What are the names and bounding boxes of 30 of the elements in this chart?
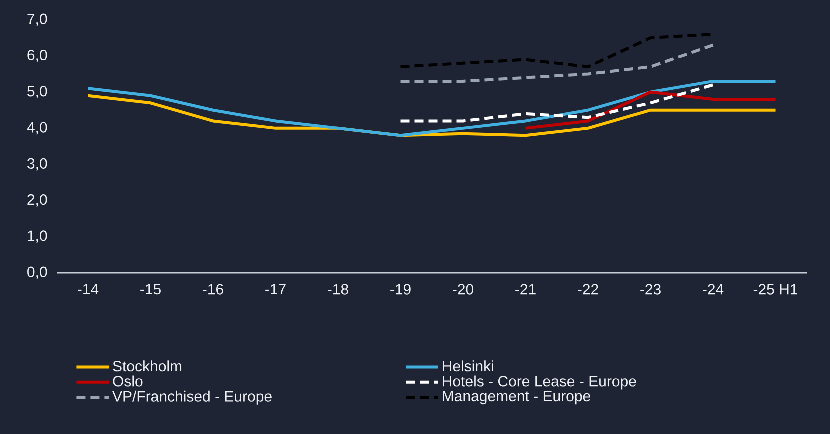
line-series — [86, 80, 778, 138]
x-tick-label: -25 H1 — [754, 284, 798, 295]
y-tick-label: 5,0 — [28, 86, 48, 98]
legend-label: Oslo — [113, 376, 143, 387]
y-tick-label: 1,0 — [28, 230, 48, 244]
legend-label: Hotels - Core Lease - Europe — [443, 376, 636, 390]
y-tick-label: 3,0 — [28, 158, 48, 171]
x-tick-label: -23 — [640, 284, 661, 295]
x-tick-label: -20 — [453, 284, 474, 295]
x-tick-label: -19 — [390, 284, 411, 295]
y-tick-label: 6,0 — [28, 50, 48, 62]
x-tick-label: -16 — [203, 284, 224, 295]
x-tick-label: -14 — [78, 284, 99, 295]
y-tick-label: 0,0 — [28, 266, 48, 280]
x-tick-label: -17 — [266, 284, 286, 295]
line-series — [399, 84, 715, 123]
y-tick-label: 2,0 — [28, 194, 48, 207]
x-tick-label: -22 — [578, 284, 598, 295]
legend-label: Helsinki — [443, 360, 494, 372]
x-tick-label: -21 — [516, 284, 536, 295]
line-series — [399, 44, 715, 83]
legend-label: VP/Franchised - Europe — [112, 390, 272, 405]
x-tick-label: -24 — [703, 284, 724, 295]
legend-label: Stockholm — [113, 360, 182, 372]
y-tick-label: 7,0 — [28, 14, 48, 26]
x-tick-label: -18 — [328, 284, 348, 295]
line-series — [524, 90, 778, 130]
y-tick-label: 4,0 — [27, 122, 48, 135]
x-tick-label: -15 — [140, 284, 161, 295]
legend-label: Management - Europe — [443, 391, 590, 405]
